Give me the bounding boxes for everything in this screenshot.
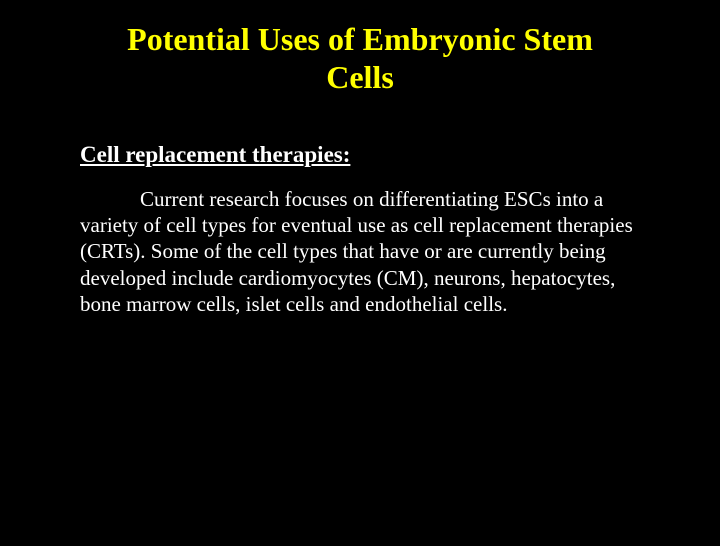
slide-title: Potential Uses of Embryonic Stem Cells <box>80 20 640 97</box>
slide-subtitle: Cell replacement therapies: <box>80 142 640 168</box>
slide-body-text: Current research focuses on differentiat… <box>80 186 640 317</box>
slide-container: Potential Uses of Embryonic Stem Cells C… <box>0 0 720 546</box>
